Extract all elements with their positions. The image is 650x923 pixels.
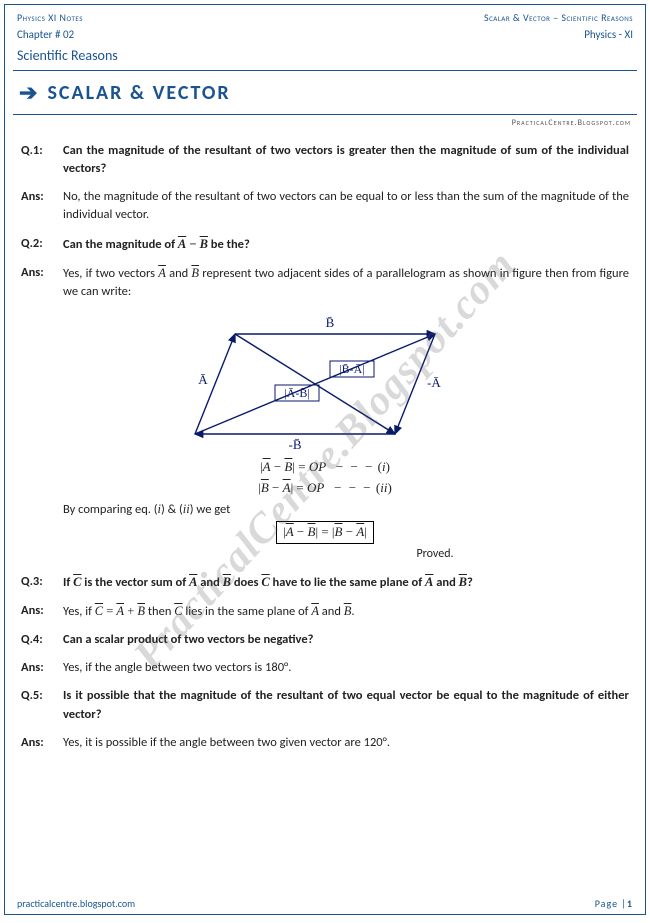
question-row: Q.3: If C is the vector sum of A and B d… xyxy=(21,573,629,592)
a-text: Yes, it is possible if the angle between… xyxy=(63,734,629,752)
answer-row: Ans: Yes, if C = A + B then C lies in th… xyxy=(21,602,629,621)
answer-row: Ans: Yes, it is possible if the angle be… xyxy=(21,734,629,752)
page-title: SCALAR & VECTOR xyxy=(47,81,230,105)
a-label: Ans: xyxy=(21,734,63,752)
a-label: Ans: xyxy=(21,659,63,677)
footer: practicalcentre.blogspot.com Page |1 xyxy=(5,893,645,914)
content: Q.1: Can the magnitude of the resultant … xyxy=(5,128,645,760)
question-row: Q.2: Can the magnitude of A − B be the? xyxy=(21,235,629,254)
header-right-mid: Physics - XI xyxy=(584,28,633,41)
page-label: Page | xyxy=(595,897,627,910)
q-label: Q.2: xyxy=(21,235,63,254)
footer-page: Page |1 xyxy=(595,897,633,910)
page-number: 1 xyxy=(627,897,633,910)
label-negA: -Ā xyxy=(427,375,441,390)
label-AB-box: |Ā-B̄| xyxy=(284,386,309,400)
a-text: Yes, if C = A + B then C lies in the sam… xyxy=(63,602,629,621)
title-bar: ➔ SCALAR & VECTOR xyxy=(13,70,637,115)
q-label: Q.4: xyxy=(21,631,63,649)
boxed-result: |A − B| = |B − A| xyxy=(21,521,629,544)
question-row: Q.5: Is it possible that the magnitude o… xyxy=(21,687,629,723)
label-BA-box: |B̄-Ā| xyxy=(339,362,364,376)
equation-1: |A − B| = OP − − − (i) xyxy=(21,458,629,477)
label-A: Ā xyxy=(198,372,208,387)
question-row: Q.4: Can a scalar product of two vectors… xyxy=(21,631,629,649)
source-line: PracticalCentre.Blogspot.com xyxy=(5,115,645,128)
header-right-top: Scalar & Vector – Scientific Reasons xyxy=(484,11,633,24)
header-mid: Chapter # 02 Physics - XI xyxy=(5,26,645,43)
q-text: Can the magnitude of the resultant of tw… xyxy=(63,142,629,178)
proved-label: Proved. xyxy=(21,546,629,563)
equation-2: |B − A| = OP − − − (ii) xyxy=(21,479,629,498)
answer-row: Ans: No, the magnitude of the resultant … xyxy=(21,188,629,224)
a-label: Ans: xyxy=(21,264,63,301)
label-negB: -B̄ xyxy=(289,437,302,452)
question-row: Q.1: Can the magnitude of the resultant … xyxy=(21,142,629,178)
chapter-label: Chapter # 02 xyxy=(17,28,74,41)
header-left-top: Physics XI Notes xyxy=(17,11,83,24)
a-text: Yes, if the angle between two vectors is… xyxy=(63,659,629,677)
a-label: Ans: xyxy=(21,602,63,621)
label-B: B̄ xyxy=(326,315,335,330)
answer-row: Ans: Yes, if the angle between two vecto… xyxy=(21,659,629,677)
a-text: No, the magnitude of the resultant of tw… xyxy=(63,188,629,224)
q-text: Can the magnitude of A − B be the? xyxy=(63,235,629,254)
q-text: If C is the vector sum of A and B does C… xyxy=(63,573,629,592)
q-text: Can a scalar product of two vectors be n… xyxy=(63,631,629,649)
q-label: Q.1: xyxy=(21,142,63,178)
q-text: Is it possible that the magnitude of the… xyxy=(63,687,629,723)
arrow-icon: ➔ xyxy=(19,79,37,106)
answer-row: Ans: Yes, if two vectors A and B represe… xyxy=(21,264,629,301)
a-label: Ans: xyxy=(21,188,63,224)
diagram-svg: B̄ Ā -Ā -B̄ |B̄-Ā| |Ā-B̄| xyxy=(175,309,475,454)
q-label: Q.5: xyxy=(21,687,63,723)
parallelogram-diagram: B̄ Ā -Ā -B̄ |B̄-Ā| |Ā-B̄| xyxy=(21,309,629,454)
header-subtitle: Scientific Reasons xyxy=(5,43,645,70)
a-text: Yes, if two vectors A and B represent tw… xyxy=(63,264,629,301)
header-top: Physics XI Notes Scalar & Vector – Scien… xyxy=(5,5,645,26)
compare-line: By comparing eq. (i) & (ii) we get xyxy=(63,500,629,519)
footer-left: practicalcentre.blogspot.com xyxy=(17,897,135,910)
page-frame: PracticalCentre.Blogspot.com Physics XI … xyxy=(4,4,646,915)
q-label: Q.3: xyxy=(21,573,63,592)
